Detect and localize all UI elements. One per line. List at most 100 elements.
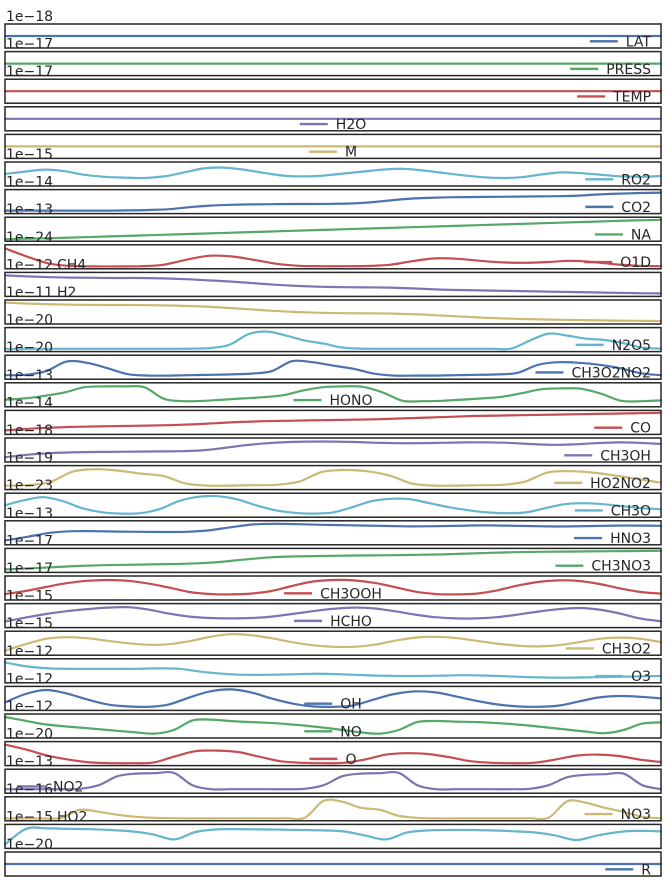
panel-ch3o2no2: 1e−20 CH3O2NO2 (3, 340, 663, 381)
legend-label: HONO (330, 393, 373, 409)
legend-label: HO2NO2 (590, 476, 651, 492)
legend-label: PRESS (606, 62, 651, 78)
offset-label: 1e−15 (6, 616, 53, 632)
legend-label: CO2 (621, 200, 651, 216)
panel-h2: 1e−11 H2 (3, 285, 663, 325)
legend-label: CH4 (57, 257, 86, 273)
panel-temp: 1e−17 TEMP (3, 64, 663, 105)
panel-ro2: 1e−15 RO2 (3, 147, 663, 188)
legend-label: CH3OH (600, 448, 651, 464)
offset-label: 1e−12 (6, 644, 53, 660)
panel-o3: 1e−12 O3 (3, 644, 663, 685)
offset-label: 1e−16 (6, 782, 53, 798)
panel-frame (4, 520, 662, 546)
legend-label: CH3O2NO2 (572, 365, 652, 381)
offset-label: 1e−12 (6, 671, 53, 687)
series-line-ch3o (3, 494, 663, 515)
series-line-hcho (3, 605, 663, 623)
panel-frame (4, 244, 662, 270)
legend-label: H2 (57, 285, 76, 301)
offset-label: 1e−23 (6, 478, 53, 494)
panel-frame (4, 464, 662, 491)
legend-label: O1D (620, 255, 651, 271)
panel-ho2no2: 1e−19 HO2NO2 (3, 451, 663, 492)
series-line-ch3o2no2 (3, 359, 663, 377)
series-line-ch3o2 (3, 633, 663, 652)
series-line-ro2 (3, 166, 663, 180)
panel-frame (4, 658, 662, 684)
series-line-ho2 (3, 826, 663, 846)
legend-label: O3 (631, 669, 651, 685)
series-line-na (3, 218, 663, 241)
panel-frame (4, 547, 662, 574)
series-line-ch3ooh (3, 578, 663, 596)
panel-frame (4, 796, 662, 822)
panel-frame (4, 78, 662, 104)
panel-frame (4, 133, 662, 160)
panel-ch3o2: 1e−15 CH3O2 (3, 616, 663, 657)
panel-press: 1e−17 PRESS (3, 37, 663, 78)
panel-ho2: 1e−15 HO2 (3, 809, 663, 850)
offset-label: 1e−17 (6, 37, 53, 53)
legend-label: NA (631, 227, 651, 243)
offset-label: 1e−13 (6, 368, 53, 384)
offset-label: 1e−11 (6, 285, 53, 301)
legend-label: OH (340, 697, 362, 713)
legend-label: N2O5 (612, 338, 651, 354)
panel-frame (4, 188, 662, 215)
legend-label: LAT (626, 34, 652, 50)
series-line-no2 (3, 770, 663, 791)
offset-label: 1e−17 (6, 561, 53, 577)
legend-label: NO (340, 724, 362, 740)
offset-label: 1e−13 (6, 754, 53, 770)
legend-label: CH3O (611, 503, 651, 519)
legend-label: M (345, 145, 357, 161)
panel-frame (4, 326, 662, 353)
panel-frame (4, 851, 662, 877)
panel-frame (4, 630, 662, 656)
panel-ch3ooh: 1e−17 CH3OOH (3, 561, 663, 602)
panel-co: 1e−14 CO (3, 395, 663, 437)
panel-ch3no3: 1e−17 CH3NO3 (3, 533, 663, 575)
panel-frame (4, 602, 662, 629)
series-line-o3 (3, 661, 663, 679)
legend-label: NO3 (621, 807, 651, 823)
legend-label: O (346, 752, 357, 768)
series-line-ho2no2 (3, 468, 663, 487)
series-line-o (3, 743, 663, 765)
offset-label: 1e−15 (6, 147, 53, 163)
panel-m: M (3, 133, 663, 161)
legend-label: HO2 (57, 809, 87, 825)
offset-label: 1e−14 (6, 175, 53, 191)
panel-frame (4, 271, 662, 298)
panel-oh: 1e−12 OH (3, 671, 663, 713)
offset-label: 1e−15 (6, 809, 53, 825)
panel-frame (4, 50, 662, 77)
offset-label: 1e−20 (6, 340, 53, 356)
panel-co2: 1e−14 CO2 (3, 175, 663, 216)
series-line-o1d (3, 247, 663, 268)
offset-label: 1e−20 (6, 837, 53, 853)
offset-label: 1e−12 (6, 257, 53, 273)
panel-frame (4, 768, 662, 794)
panel-lat: 1e−18 LAT (3, 9, 663, 50)
series-line-no (3, 715, 663, 735)
panel-frame (4, 492, 662, 518)
offset-label: 1e−19 (6, 451, 53, 467)
legend-label: CO (630, 421, 651, 437)
series-line-ch3no3 (3, 549, 663, 571)
offset-label: 1e−13 (6, 202, 53, 218)
offset-label: 1e−18 (6, 9, 53, 25)
legend-label: R (641, 862, 651, 878)
panel-hono: 1e−13 HONO (3, 368, 663, 409)
legend-label: NO2 (53, 779, 83, 795)
legend-label: CH3NO3 (591, 559, 651, 575)
offset-label: 1e−20 (6, 313, 53, 329)
series-line-n2o5 (3, 330, 663, 351)
panel-n2o5: 1e−20 N2O5 (3, 313, 663, 354)
series-line-h2 (3, 301, 663, 323)
panel-o1d: 1e−24 O1D (3, 230, 663, 271)
panel-frame (4, 740, 662, 767)
